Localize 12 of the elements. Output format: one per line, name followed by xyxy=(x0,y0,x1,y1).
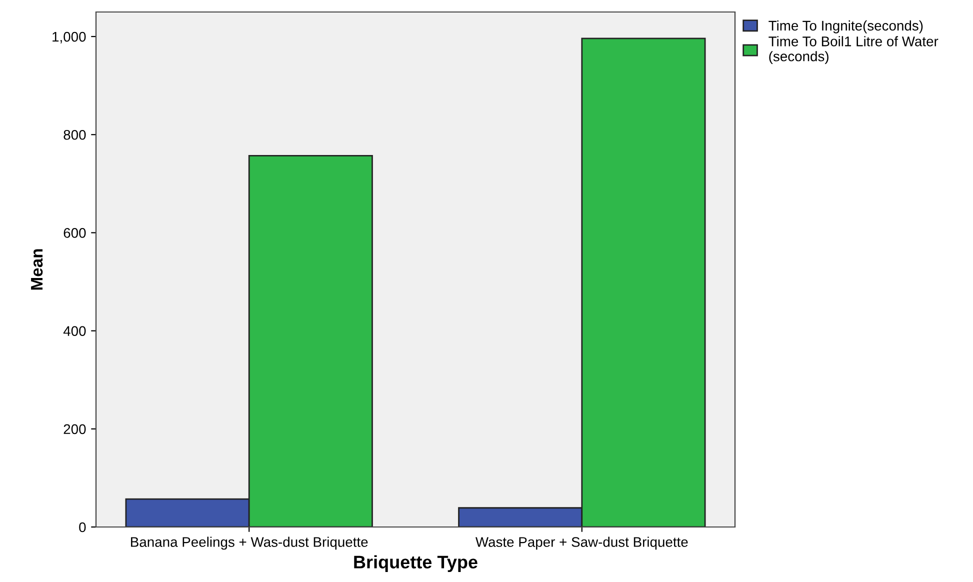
x-axis-title: Briquette Type xyxy=(354,555,478,572)
y-tick-label: 600 xyxy=(64,228,86,238)
y-axis-title: Mean xyxy=(31,249,43,290)
y-tick-label: 400 xyxy=(63,326,86,336)
y-tick-label: 0 xyxy=(79,522,86,532)
y-tick-label: 800 xyxy=(64,130,86,140)
x-tick-label: Waste Paper + Saw-dust Briquette xyxy=(476,536,688,550)
y-tick-label: 1,000 xyxy=(52,32,86,44)
legend-label: Time To Ingnite(seconds) xyxy=(768,20,923,34)
y-tick-label: 200 xyxy=(64,424,86,434)
legend-label: Time To Boil1 Litre of Water (seconds) xyxy=(768,36,938,64)
x-tick-label: Banana Peelings + Was-dust Briquette xyxy=(131,536,368,550)
